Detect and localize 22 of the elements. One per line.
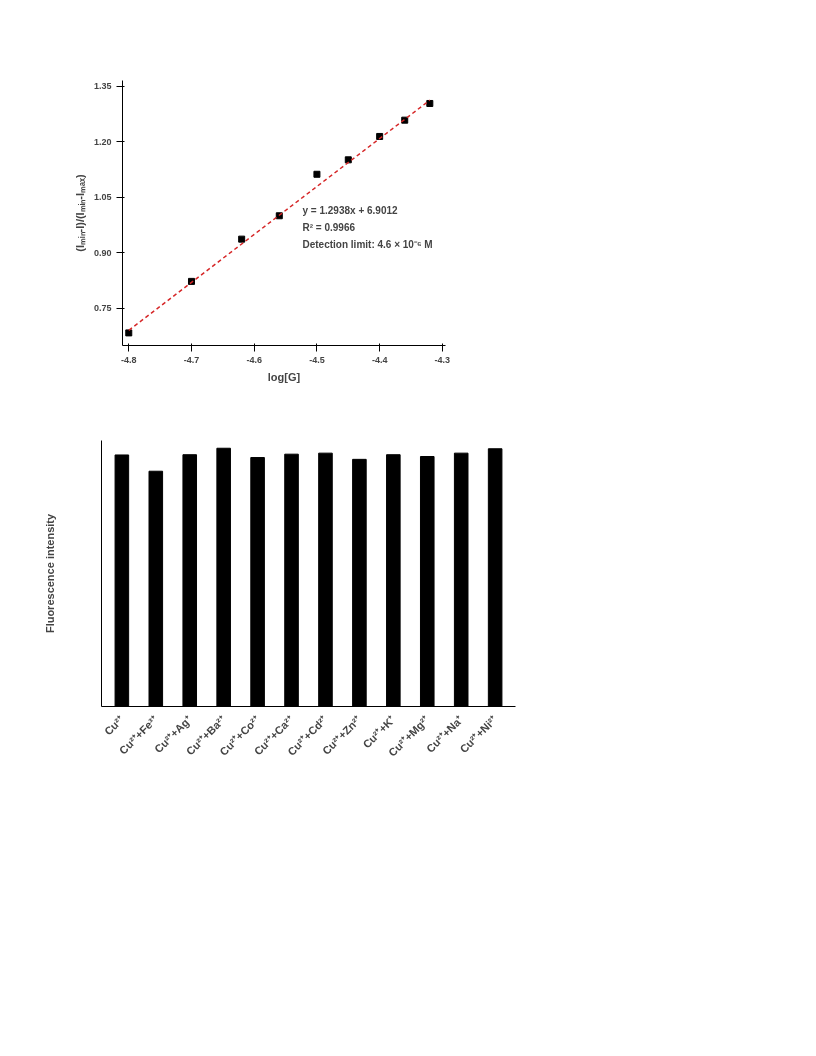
point (125, 329, 133, 337)
y-axis-title: (Iₘᵢₙ-I)/(Iₘᵢₙ-Iₘₐₓ) (73, 173, 86, 252)
x-tick-label: -4.6 (246, 354, 262, 365)
y-axis-title: Fluorescence intensity (43, 513, 56, 634)
point (313, 170, 321, 178)
point (426, 99, 434, 107)
annotation: R² = 0.9966 (302, 221, 356, 233)
y-tick-label: 0.75 (93, 303, 112, 314)
x-tick-label: -4.3 (434, 354, 451, 365)
y-tick-label: 1.35 (93, 81, 112, 92)
point (238, 235, 246, 243)
y-tick-label: 0.90 (93, 247, 112, 258)
annotation: y = 1.2938x + 6.9012 (302, 204, 399, 216)
x-tick-label: -4.4 (371, 354, 388, 365)
y-tick-label: 1.05 (93, 192, 112, 203)
x-axis-title: log[G] (267, 370, 301, 383)
x-tick-label: -4.5 (309, 354, 325, 365)
annotation: Detection limit: 4.6 × 10⁻⁶ M (302, 238, 433, 250)
y-tick-label: 1.20 (93, 136, 112, 147)
x-tick-label: -4.8 (121, 354, 137, 365)
point (344, 156, 352, 164)
x-tick-label: -4.7 (183, 354, 200, 365)
